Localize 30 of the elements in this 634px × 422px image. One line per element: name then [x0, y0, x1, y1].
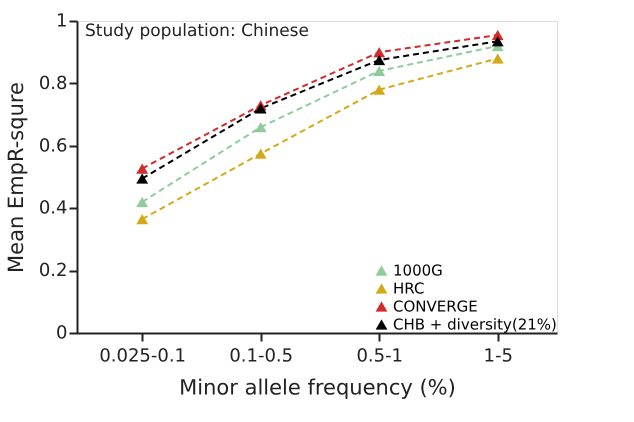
x-tick-label: 0.025-0.1: [99, 346, 186, 366]
legend-label: HRC: [393, 280, 424, 298]
annotation: Study population: Chinese: [85, 21, 309, 41]
y-tick-label: 0: [56, 322, 68, 344]
legend-label: CONVERGE: [393, 298, 478, 316]
y-tick-label: 0.4: [38, 198, 68, 219]
point: [492, 36, 504, 46]
legend-label: CHB + diversity(21%): [393, 316, 557, 334]
y-tick-label: 0.6: [38, 135, 68, 156]
point: [136, 173, 148, 184]
point: [254, 103, 267, 114]
x-axis-title: Minor allele frequency (%): [179, 376, 456, 400]
point: [373, 66, 386, 76]
point: [373, 54, 386, 66]
point: [254, 148, 267, 159]
y-tick-label: 0.8: [38, 72, 68, 94]
x-tick-label: 0.5-1: [356, 346, 404, 366]
y-tick-label: 0.2: [38, 260, 68, 282]
point: [136, 196, 148, 208]
point: [254, 122, 267, 132]
point: [373, 47, 386, 58]
point: [492, 53, 504, 64]
x-tick-label: 1-5: [484, 346, 513, 366]
x-tick-label: 0.1-0.5: [229, 346, 294, 366]
legend-label: 1000G: [393, 262, 443, 280]
y-tick-label: 1: [56, 10, 68, 32]
y-axis-title: Mean EmpR-squre: [4, 82, 28, 273]
point: [373, 84, 386, 95]
point: [136, 214, 148, 224]
point: [136, 163, 148, 174]
